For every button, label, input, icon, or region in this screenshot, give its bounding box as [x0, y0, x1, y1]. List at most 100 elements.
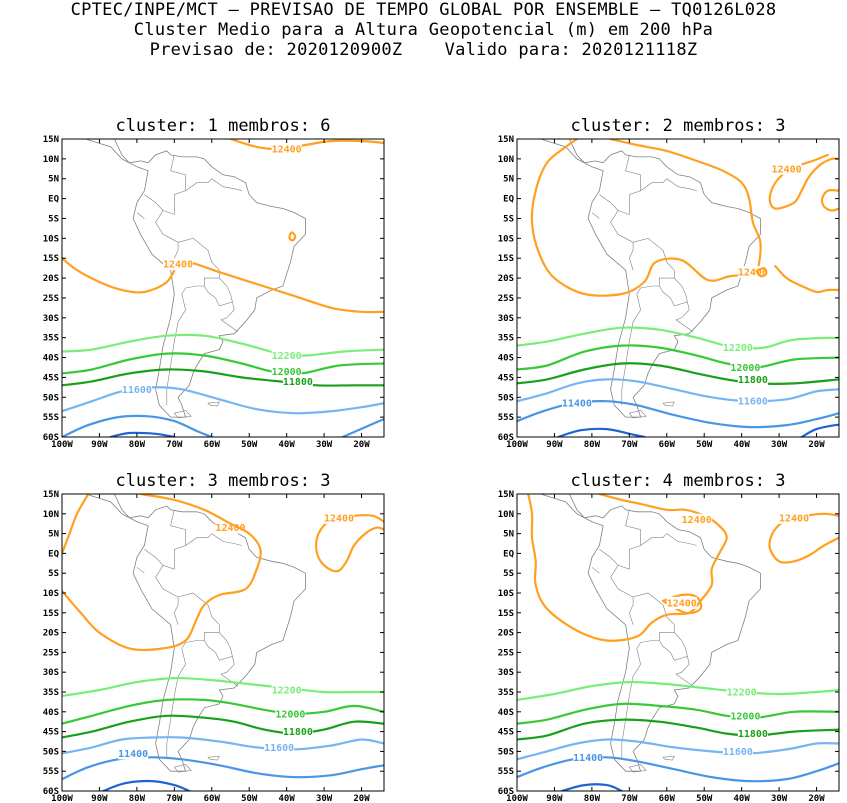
contour-label-bg — [730, 709, 761, 722]
lat-label: 60S — [43, 787, 59, 797]
contour-12400 — [530, 139, 762, 297]
country-border — [610, 210, 634, 271]
lon-label: 30W — [771, 794, 788, 803]
contour-11400 — [517, 756, 839, 783]
contour-12200 — [62, 676, 384, 698]
lon-label: 20W — [353, 440, 370, 450]
contour-label-bg — [737, 727, 768, 740]
map-panel: cluster: 1 membros: 6 12400 12400 12200 1200… — [43, 116, 385, 450]
contour-label: 11800 — [283, 727, 313, 738]
country-border — [136, 212, 145, 219]
lon-label: 30W — [316, 794, 333, 803]
contour-label-bg — [722, 341, 753, 354]
contour-label: 11400 — [562, 399, 592, 410]
contour-12400 — [661, 593, 703, 615]
lat-label: 5N — [503, 175, 514, 185]
contour-label: 12400 — [779, 513, 809, 524]
lat-label: 55S — [498, 767, 514, 777]
contour-11800 — [62, 368, 384, 387]
map-frame — [61, 138, 385, 438]
island-outline — [662, 755, 675, 761]
country-border — [599, 509, 641, 570]
contour-label: 12400 — [667, 598, 697, 609]
contour-label: 11600 — [738, 397, 768, 408]
lon-label: 100W — [506, 440, 528, 450]
country-border — [659, 632, 688, 661]
contour-label: 12400 — [682, 515, 712, 526]
lon-label: 90W — [546, 440, 563, 450]
contour-label-bg — [722, 745, 753, 758]
lon-label: 80W — [584, 440, 601, 450]
lat-label: 25S — [43, 294, 59, 304]
lon-label: 70W — [621, 794, 638, 803]
lon-label: 80W — [129, 440, 146, 450]
lat-label: 5N — [48, 175, 59, 185]
lat-label: 40S — [498, 354, 514, 364]
lat-label: 15S — [43, 254, 59, 264]
lon-label: 70W — [166, 440, 183, 450]
contour-12400 — [755, 266, 768, 278]
lat-label: 30S — [498, 314, 514, 324]
lat-label: 40S — [43, 354, 59, 364]
country-border — [155, 565, 179, 625]
contour-label-bg — [271, 349, 302, 362]
country-border — [155, 210, 179, 271]
lat-label: 10S — [498, 589, 514, 599]
contour-label: 12400 — [272, 144, 302, 155]
lat-label: 35S — [498, 688, 514, 698]
map-panel: cluster: 3 membros: 3 12400 12400 12200 1200… — [43, 471, 385, 803]
lat-label: 20S — [43, 629, 59, 639]
contour-12200 — [517, 680, 839, 701]
contour-label: 12200 — [727, 688, 757, 699]
lat-label: 10S — [43, 589, 59, 599]
lat-label: 45S — [43, 373, 59, 383]
country-border — [204, 632, 233, 661]
lon-label: 50W — [696, 440, 713, 450]
lat-label: 15N — [43, 135, 59, 145]
country-border — [144, 154, 186, 215]
lat-label: 45S — [498, 728, 514, 738]
coastline — [539, 494, 761, 772]
lat-label: 5N — [503, 530, 514, 540]
contour-11200 — [109, 431, 176, 437]
lat-label: 55S — [43, 413, 59, 423]
lat-label: 55S — [43, 767, 59, 777]
contour-label: 12000 — [730, 711, 760, 722]
lat-label: 60S — [498, 433, 514, 443]
lat-label: 30S — [498, 668, 514, 678]
country-border — [621, 592, 675, 760]
contour-12200 — [62, 333, 384, 357]
lat-label: 5S — [48, 214, 59, 224]
lon-label: 70W — [621, 440, 638, 450]
map-area: 12400 12400 12200 12000 11800 11600 11400 — [62, 494, 384, 791]
contour-label-bg — [282, 725, 313, 738]
contour-11600 — [517, 738, 839, 761]
contour-label: 11600 — [122, 385, 152, 396]
lat-label: 25S — [498, 294, 514, 304]
contour-label-bg — [215, 521, 246, 534]
lat-label: 35S — [43, 688, 59, 698]
contour-12400 — [62, 494, 262, 652]
lat-label: 60S — [498, 787, 514, 797]
contour-label: 11400 — [118, 749, 148, 760]
lon-label: 30W — [771, 440, 788, 450]
country-border — [659, 277, 688, 307]
contour-label-bg — [737, 395, 768, 408]
contour-label-bg — [561, 397, 592, 410]
contour-label: 12400 — [215, 523, 245, 534]
country-border — [610, 565, 634, 625]
country-border — [144, 509, 186, 570]
contour-label-bg — [271, 142, 302, 155]
contour-11200 — [560, 783, 623, 791]
country-border — [640, 178, 697, 191]
lat-label: EQ — [48, 195, 59, 205]
lon-label: 30W — [316, 440, 333, 450]
map-panel: cluster: 4 membros: 3 12400 12400 12400 1220… — [498, 471, 840, 803]
contour-label-bg — [118, 747, 149, 760]
lon-label: 60W — [204, 794, 221, 803]
lat-label: 55S — [498, 413, 514, 423]
lat-label: 40S — [498, 708, 514, 718]
lon-label: 50W — [241, 794, 258, 803]
contour-label: 12400 — [738, 268, 768, 279]
